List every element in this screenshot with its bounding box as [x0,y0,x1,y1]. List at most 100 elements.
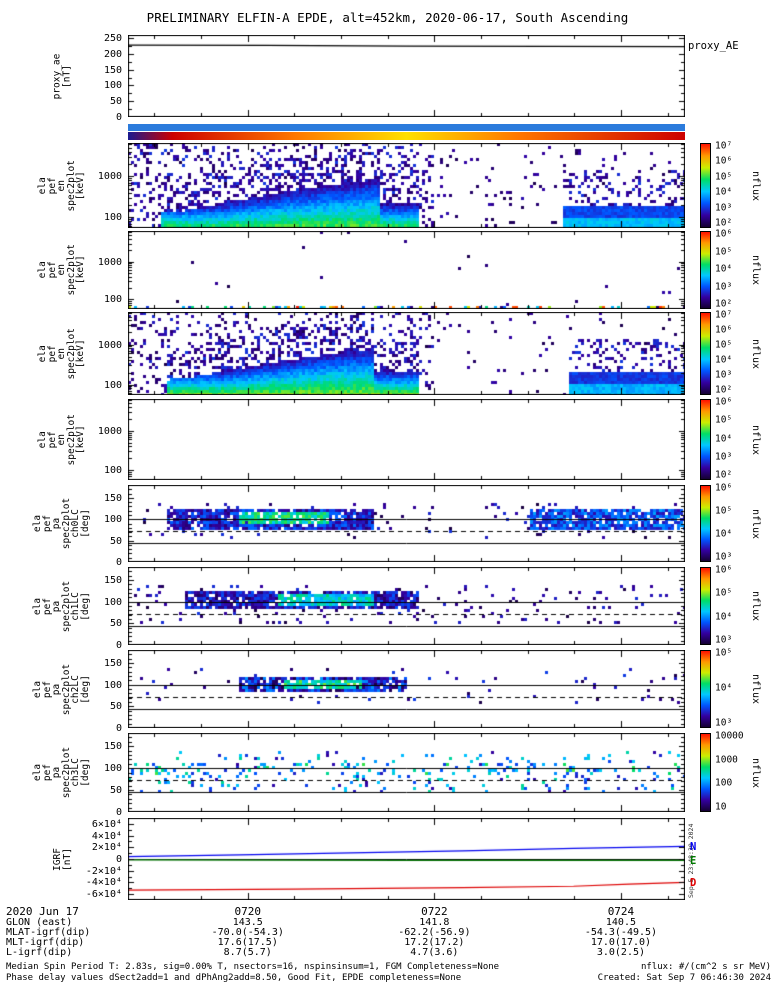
ytick-label: 100 [103,596,122,608]
ytick-label: 1000 [97,256,122,268]
coord-row-value: 4.7(3.6) [410,947,459,958]
colorbar-title: nflux [750,508,761,539]
colorbar-title: nflux [750,590,761,622]
coord-row-label: L-igrf(dip) [6,947,73,958]
colorbar-tick-label: 10⁴ [715,682,733,694]
colorbar-pa_ch1 [700,567,711,645]
plot-title: PRELIMINARY ELFIN-A EPDE, alt=452km, 202… [146,10,629,25]
ytick-label: 100 [103,514,122,526]
series-label-D: D [690,877,697,890]
colorbar-tick-label: 10⁴ [715,611,733,623]
colorbar-tick-label: 10² [715,384,733,396]
ytick-label: 100 [103,763,122,775]
coord-row-value: 8.7(5.7) [223,947,272,958]
colorbar-tick-label: 10² [715,298,733,310]
ytick-label: 50 [109,785,122,797]
panel-canvas-pa_ch0 [128,485,685,562]
colorbar-tick-label: 10⁶ [715,155,733,167]
footer-note-2: Phase delay values dSect2add=1 and dPhAn… [6,973,462,983]
colorbar-tick-label: 10⁶ [715,396,733,408]
ytick-label: -6×10⁴ [85,889,122,901]
colorbar-tick-label: 10³ [715,369,733,381]
colorbar-tick-label: 10⁶ [715,324,733,336]
colorbar-tick-label: 10⁴ [715,263,733,275]
coord-row-label: MLT-igrf(dip) [6,937,85,948]
series-label-N: N [690,841,697,854]
footer-created: Created: Sat Sep 7 06:46:30 2024 [597,973,771,983]
ytick-label: 4×10⁴ [91,830,122,842]
coord-row-value: 141.8 [419,917,450,928]
ytick-label: 100 [103,294,122,306]
panel-canvas-pa_ch3 [128,733,685,812]
coord-row-value: 17.6(17.5) [217,937,278,948]
colorbar-en_ch_c [700,312,711,395]
colorbar-tick-label: 10² [715,217,733,229]
panel-ylabel-text: ela pef en spec2plot [keV] [37,327,87,380]
date-label: 2020 Jun 17 [6,905,79,918]
coord-row-value: -54.3(-49.5) [584,927,658,938]
colorbar-tick-label: 10⁴ [715,528,733,540]
mode-strip-state-bar [128,124,685,131]
colorbar-tick-label: 10⁴ [715,354,733,366]
colorbar-tick-label: 10⁵ [715,339,733,351]
ytick-label: 0 [115,854,122,865]
proxy-ae-legend-label: proxy_AE [688,40,739,52]
colorbar-pa_ch3 [700,733,711,812]
colorbar-pa_ch0 [700,485,711,562]
panel-canvas-pa_ch2 [128,650,685,728]
footer-note-1: Median Spin Period T: 2.83s, sig=0.00% T… [6,962,500,972]
colorbar-tick-label: 10⁶ [715,564,733,576]
panel-canvas-igrf [128,818,685,900]
coord-row-value: -70.0(-54.3) [211,927,284,938]
time-tick-label: 0720 [234,905,262,918]
ytick-label: 50 [109,701,122,713]
footer-units: nflux: #/(cm^2 s sr MeV) [640,962,771,972]
panel-ylabel-text: ela pef en spec2plot [keV] [37,159,87,212]
ytick-label: 150 [103,64,122,76]
mode-strip-epd-science-zone-bar [128,132,685,140]
ytick-label: 0 [115,557,122,568]
colorbar-tick-label: 10⁷ [715,140,733,152]
colorbar-tick-label: 10² [715,469,733,481]
colorbar-en_ch_d [700,399,711,480]
colorbar-tick-label: 10000 [715,730,744,742]
ytick-label: 2×10⁴ [91,842,122,854]
colorbar-tick-label: 10⁴ [715,186,733,198]
ytick-label: 0 [115,112,122,123]
ytick-label: 1000 [97,171,122,183]
series-label-E: E [690,855,697,868]
ytick-label: 100 [103,379,122,391]
colorbar-tick-label: 10⁵ [715,647,733,659]
ytick-label: -2×10⁴ [85,865,122,877]
colorbar-en_ch_b [700,231,711,309]
ytick-label: 50 [109,535,122,547]
colorbar-tick-label: 100 [715,777,733,789]
panel-canvas-proxy_ae [128,35,685,117]
colorbar-title: nflux [750,170,761,201]
panel-ylabel-text: ela pef en spec2plot [keV] [37,244,87,296]
ytick-label: 100 [103,679,122,691]
ytick-label: 0 [115,640,122,651]
coord-row-value: 3.0(2.5) [596,947,646,958]
colorbar-title: nflux [750,254,761,286]
ytick-label: 0 [115,807,122,818]
colorbar-tick-label: 10⁵ [715,505,733,517]
panel-ylabel-text: proxy_ae [nT] [51,53,72,99]
colorbar-title: nflux [750,338,761,369]
ytick-label: -4×10⁴ [85,877,122,889]
ytick-label: 200 [103,48,122,60]
coord-row-value: 140.5 [605,917,636,928]
coord-row-label: GLON (east) [6,917,73,928]
ytick-label: 150 [103,575,122,586]
colorbar-title: nflux [750,757,761,788]
colorbar-title: nflux [750,424,761,455]
ytick-label: 1000 [97,425,122,437]
time-tick-label: 0724 [607,905,635,918]
colorbar-tick-label: 10⁵ [715,587,733,599]
colorbar-tick-label: 10³ [715,281,733,292]
ytick-label: 1000 [97,339,122,351]
colorbar-tick-label: 10⁴ [715,433,733,444]
colorbar-tick-label: 10³ [715,634,733,646]
colorbar-tick-label: 10⁵ [715,246,733,257]
